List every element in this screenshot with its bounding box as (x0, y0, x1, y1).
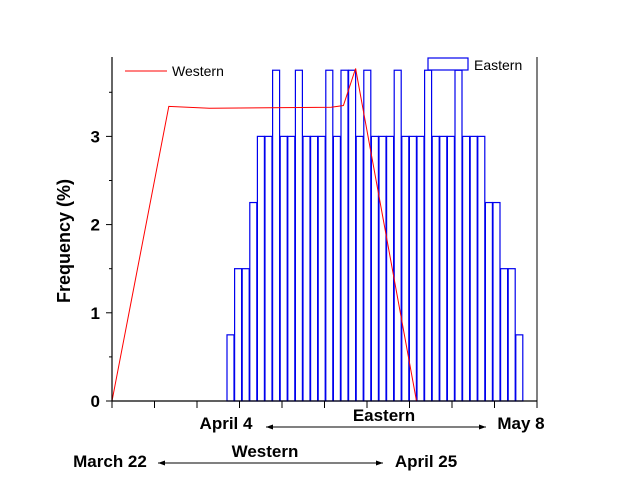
western-line-layer (111, 68, 417, 402)
eastern-bar (317, 135, 326, 402)
eastern-range-name: Eastern (353, 406, 415, 425)
eastern-bar (401, 135, 410, 402)
western-range-end: April 25 (395, 452, 457, 471)
eastern-bar (500, 268, 509, 402)
western-range-name: Western (232, 442, 299, 461)
eastern-bars (226, 69, 524, 402)
eastern-bar (355, 135, 364, 402)
eastern-range-start: April 4 (200, 414, 253, 433)
eastern-bar (515, 334, 524, 402)
eastern-bar (446, 135, 455, 402)
eastern-bar (272, 69, 281, 402)
axes (106, 57, 538, 408)
y-tick-label: 2 (91, 216, 100, 235)
eastern-bar (492, 201, 501, 402)
eastern-bar (393, 69, 402, 402)
western-range-arrow (158, 460, 383, 466)
eastern-range-arrow (266, 424, 486, 430)
eastern-bar (484, 201, 493, 402)
eastern-bar (294, 69, 303, 402)
eastern-bar (264, 135, 273, 402)
eastern-bar (302, 135, 311, 402)
eastern-bar (477, 135, 486, 402)
eastern-bar (378, 135, 387, 402)
western-range-start: March 22 (73, 452, 147, 471)
western-line (111, 68, 417, 402)
eastern-bar (469, 135, 478, 402)
legend-western-label: Western (172, 63, 224, 79)
eastern-range-end: May 8 (497, 414, 544, 433)
eastern-bar (408, 135, 417, 402)
eastern-bar (256, 135, 265, 402)
eastern-bar (226, 334, 235, 402)
y-tick-labels: 0 1 2 3 (91, 127, 100, 411)
eastern-bar (340, 69, 349, 402)
eastern-bar (424, 69, 433, 402)
eastern-bar (462, 135, 471, 402)
legend-eastern-swatch (427, 57, 469, 71)
eastern-bar (348, 69, 357, 402)
eastern-bar (507, 268, 516, 402)
eastern-bar (310, 135, 319, 402)
y-tick-label: 3 (91, 127, 100, 146)
y-axis-title: Frequency (%) (54, 179, 74, 303)
legend-eastern-label: Eastern (474, 57, 522, 73)
eastern-bar (454, 69, 463, 402)
eastern-bar (234, 268, 243, 402)
eastern-bar (279, 135, 288, 402)
eastern-bar (241, 268, 250, 402)
eastern-bar (439, 135, 448, 402)
eastern-bar (325, 69, 334, 402)
y-tick-label: 1 (91, 304, 100, 323)
eastern-bar (416, 135, 425, 402)
eastern-bar (249, 201, 258, 402)
eastern-bar (332, 135, 341, 402)
eastern-bar (287, 135, 296, 402)
y-tick-label: 0 (91, 392, 100, 411)
eastern-bar (431, 135, 440, 402)
